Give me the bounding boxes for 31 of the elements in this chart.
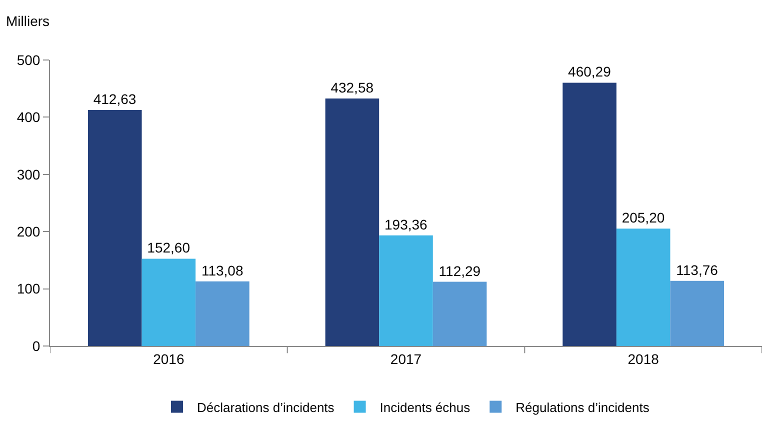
data-label: 432,58: [330, 80, 374, 96]
data-label: 113,08: [201, 262, 244, 278]
data-label: 113,76: [676, 262, 718, 278]
bar: [432, 282, 487, 346]
y-tick-label: 400: [16, 109, 40, 126]
bar: [325, 98, 380, 346]
x-tick-label: 2017: [390, 350, 422, 367]
x-tick-label: 2018: [628, 350, 660, 367]
bar: [196, 281, 250, 346]
y-tick-label: 500: [16, 52, 40, 68]
legend-label: Régulations d’incidents: [516, 400, 650, 415]
bar: [562, 82, 616, 346]
y-tick-label: 0: [32, 338, 40, 354]
legend-label: Déclarations d’incidents: [197, 400, 335, 415]
data-label: 193,36: [384, 216, 428, 232]
bar: [670, 280, 724, 346]
data-label: 460,29: [568, 64, 612, 80]
bar: [616, 228, 670, 346]
data-label: 205,20: [622, 210, 665, 226]
bar: [379, 235, 433, 346]
data-label: 412,63: [93, 90, 136, 107]
y-tick-label: 200: [16, 224, 40, 240]
x-tick-label: 2016: [153, 350, 184, 367]
data-label: 152,60: [147, 240, 190, 256]
bar: [88, 110, 142, 346]
y-axis-title: Milliers: [6, 13, 50, 29]
bar: [142, 258, 196, 346]
y-tick-label: 300: [16, 166, 40, 182]
legend-label: Incidents échus: [380, 400, 471, 415]
y-tick-label: 100: [16, 280, 40, 297]
data-label: 112,29: [438, 262, 481, 279]
